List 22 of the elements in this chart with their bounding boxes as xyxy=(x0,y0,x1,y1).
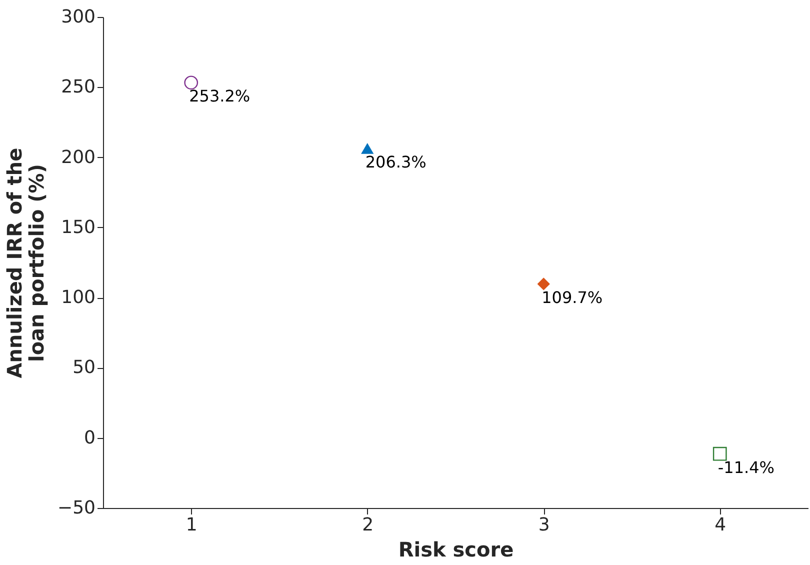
y-tick-label: 200 xyxy=(61,146,96,168)
y-tick-label: 50 xyxy=(72,357,96,378)
data-label: 253.2% xyxy=(189,86,250,106)
point xyxy=(184,76,198,90)
y-tick-label: 250 xyxy=(61,76,96,98)
y-tick-label: −50 xyxy=(58,498,96,518)
point xyxy=(537,278,550,290)
x-tick-label: 3 xyxy=(538,514,550,536)
data-label: 109.7% xyxy=(542,288,603,307)
data-label: -11.4% xyxy=(718,458,774,477)
x-tick-label: 4 xyxy=(714,514,726,536)
y-tick-label: 150 xyxy=(61,216,96,238)
x-tick-label: 2 xyxy=(362,514,374,536)
data-label: 206.3% xyxy=(365,152,426,172)
x-axis-title: Risk score xyxy=(398,538,514,562)
x-tick-label: 1 xyxy=(186,514,198,536)
point xyxy=(361,142,374,154)
y-tick-label: 0 xyxy=(84,427,96,448)
y-axis-title: Annulized IRR of the loan portfolio (%) xyxy=(2,148,49,378)
y-tick-label: 100 xyxy=(61,287,96,308)
point xyxy=(712,446,727,461)
y-tick-label: 300 xyxy=(61,6,96,28)
